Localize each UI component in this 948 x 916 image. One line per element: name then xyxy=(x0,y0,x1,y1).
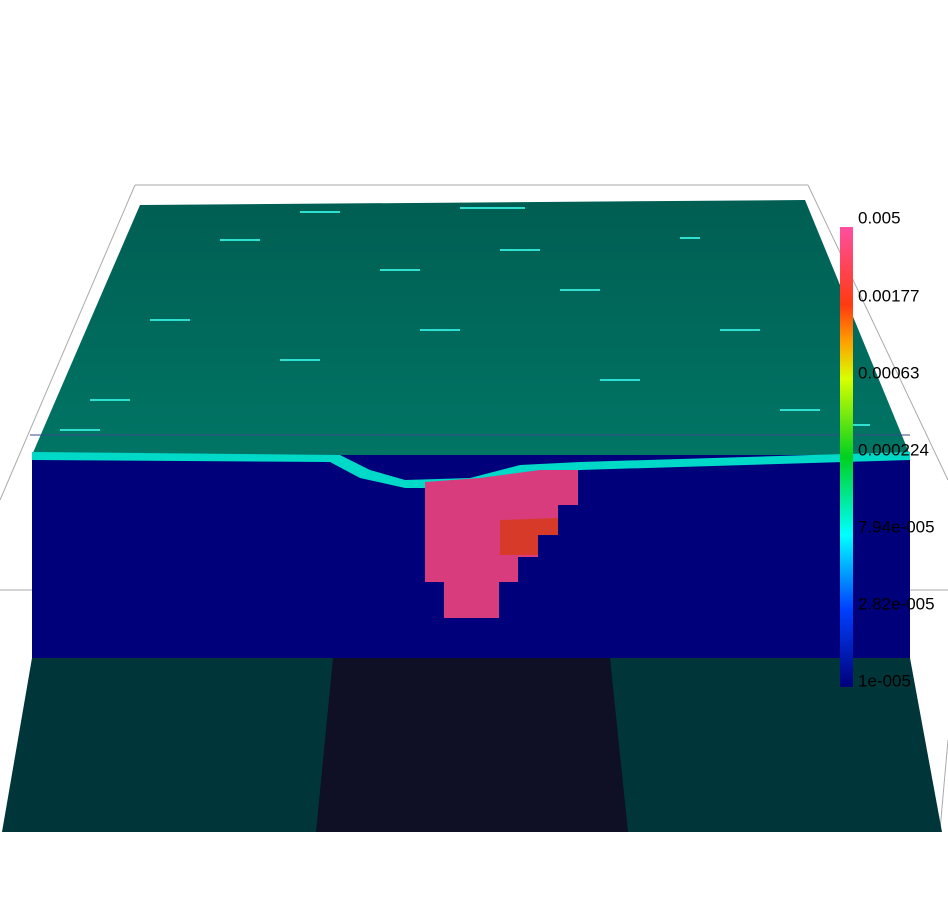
colorbar-label: 0.00177 xyxy=(858,286,919,305)
colorbar-label: 7.94e-005 xyxy=(858,517,935,536)
top-surface xyxy=(32,200,910,455)
colorbar-label: 1e-005 xyxy=(858,671,911,690)
colorbar-label: 0.005 xyxy=(858,208,901,227)
colorbar-label: 0.00063 xyxy=(858,363,919,382)
red-core xyxy=(500,518,558,555)
cyan-band xyxy=(32,452,910,488)
colorbar-label: 2.82e-005 xyxy=(858,594,935,613)
colorbar xyxy=(840,227,853,687)
floor-shadow xyxy=(316,658,628,832)
colorbar-label: 0.000224 xyxy=(858,440,929,459)
